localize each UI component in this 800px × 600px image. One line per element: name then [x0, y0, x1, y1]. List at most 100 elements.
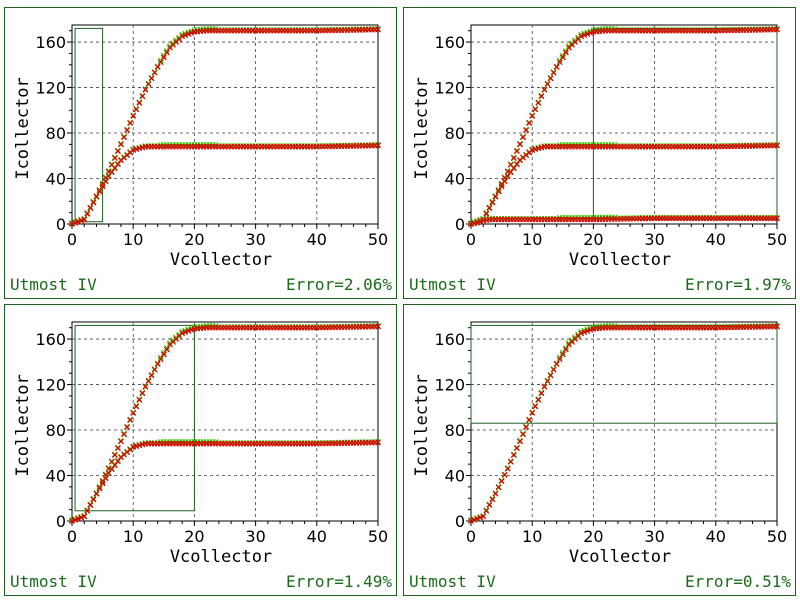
simulated-point	[78, 217, 85, 224]
software-label-1: Utmost IV	[10, 275, 97, 294]
simulated-point	[513, 445, 520, 452]
y-tick-label: 160	[35, 330, 66, 349]
simulated-point	[111, 462, 118, 469]
x-tick-label: 20	[184, 527, 204, 546]
simulated-point	[544, 81, 551, 88]
simulated-point	[486, 205, 493, 212]
measured-series-2	[468, 141, 780, 227]
simulated-point	[477, 514, 484, 521]
simulated-point	[93, 193, 100, 200]
simulated-point	[99, 480, 106, 487]
simulated-point	[517, 438, 523, 445]
x-tick-label: 20	[583, 230, 603, 249]
simulated-point	[550, 69, 557, 76]
simulated-point	[163, 346, 170, 353]
simulated-point	[520, 134, 526, 141]
simulated-point	[127, 120, 134, 127]
plot-area	[71, 24, 379, 225]
simulated-point	[474, 515, 481, 522]
simulated-point	[124, 127, 131, 134]
simulated-point	[139, 390, 146, 397]
simulated-point	[523, 424, 530, 431]
simulated-point	[133, 403, 140, 410]
simulated-point	[84, 507, 91, 514]
x-tick-label: 50	[767, 527, 787, 546]
x-tick-label: 30	[245, 527, 265, 546]
plot-area	[470, 24, 778, 225]
simulated-point	[471, 516, 477, 523]
simulated-point	[556, 356, 563, 363]
y-tick-label: 120	[434, 376, 465, 395]
simulated-point	[118, 438, 124, 445]
error-label-1: Error=2.06%	[286, 275, 392, 294]
simulated-point	[553, 64, 560, 70]
simulated-point	[492, 490, 499, 497]
x-tick-label: 20	[184, 230, 204, 249]
x-tick-label: 40	[706, 230, 726, 249]
x-tick-label: 40	[706, 527, 726, 546]
simulated-point	[774, 26, 780, 33]
simulated-series-2	[69, 439, 381, 524]
simulated-point	[185, 328, 192, 335]
simulated-point	[507, 458, 514, 465]
chart-svg-1: 0 10 20 30 40 50 0 40 80 120 160 Vcollector Icollect…	[13, 24, 388, 270]
simulated-point	[498, 478, 505, 485]
simulated-point	[375, 439, 381, 446]
simulated-point	[182, 329, 189, 336]
fit-window	[74, 324, 195, 512]
y-tick-label: 160	[434, 33, 465, 52]
simulated-point	[133, 106, 140, 113]
simulated-point	[188, 30, 195, 36]
simulated-point	[114, 161, 121, 168]
simulated-point	[477, 218, 484, 225]
simulated-point	[504, 173, 511, 180]
y-axis-label: Icollector	[13, 374, 33, 476]
simulated-series-1	[468, 26, 780, 227]
error-label-4: Error=0.51%	[685, 572, 791, 591]
simulated-point	[108, 466, 115, 473]
x-tick-label: 30	[245, 230, 265, 249]
simulated-point	[544, 378, 551, 385]
simulated-point	[547, 75, 554, 82]
simulated-point	[185, 31, 192, 38]
simulated-series-2	[69, 142, 381, 227]
simulated-point	[510, 452, 517, 458]
simulated-point	[480, 513, 487, 520]
x-tick-label: 0	[466, 230, 476, 249]
chart-panel-2: 0 10 20 30 40 50 0 40 80 120 160 Vcollector Icollect…	[403, 7, 796, 299]
simulated-point	[69, 518, 75, 524]
simulated-point	[474, 219, 481, 226]
simulated-point	[114, 458, 121, 465]
simulated-point	[581, 329, 588, 336]
simulated-point	[547, 372, 554, 379]
x-tick-label: 30	[644, 230, 664, 249]
x-tick-label: 40	[307, 527, 327, 546]
simulated-point	[526, 120, 533, 127]
simulated-point	[84, 210, 91, 217]
x-axis-label: Vcollector	[170, 547, 272, 567]
x-tick-label: 50	[767, 230, 787, 249]
simulated-point	[69, 221, 75, 227]
simulated-point	[111, 165, 118, 172]
x-tick-label: 10	[522, 230, 542, 249]
y-axis-label: Icollector	[412, 374, 432, 476]
simulated-point	[93, 490, 100, 497]
simulated-point	[559, 351, 566, 358]
x-tick-label: 20	[583, 527, 603, 546]
simulated-point	[151, 366, 158, 373]
simulated-point	[538, 390, 545, 397]
simulated-point	[535, 99, 542, 106]
simulated-point	[553, 361, 560, 367]
measured-series-2	[69, 141, 381, 227]
x-axis-label: Vcollector	[569, 250, 671, 270]
simulated-point	[102, 475, 109, 482]
simulated-point	[562, 346, 569, 353]
simulated-point	[483, 507, 490, 514]
x-tick-label: 0	[67, 527, 77, 546]
simulated-point	[105, 173, 112, 180]
simulated-point	[578, 33, 585, 40]
simulated-point	[529, 410, 536, 416]
simulated-point	[87, 502, 94, 509]
simulated-point	[145, 378, 152, 385]
simulated-point	[510, 165, 517, 172]
